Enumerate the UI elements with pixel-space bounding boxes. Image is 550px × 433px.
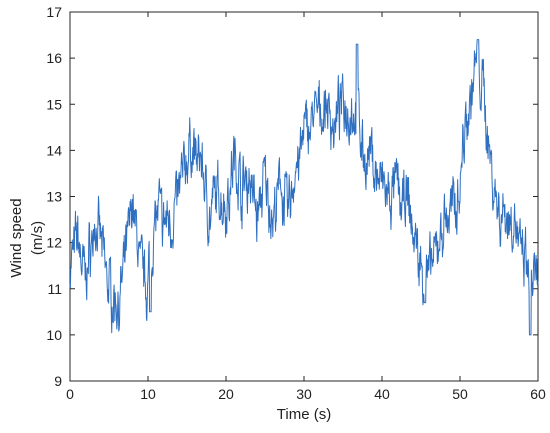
x-axis-label: Time (s) xyxy=(277,406,331,423)
y-tick-label: 13 xyxy=(46,189,62,205)
axis-ticks xyxy=(69,11,539,382)
x-tick-label: 20 xyxy=(218,386,234,402)
y-tick-label: 11 xyxy=(47,281,62,297)
y-tick-label: 9 xyxy=(54,373,62,389)
axis-tick-labels: 0 10 20 30 40 50 60 9 10 11 12 13 14 15 16 17 xyxy=(46,4,546,402)
x-tick-label: 0 xyxy=(66,386,74,402)
x-tick-label: 40 xyxy=(374,386,390,402)
wind-speed-series-line xyxy=(69,39,539,336)
y-tick-label: 10 xyxy=(46,327,62,343)
plot-area xyxy=(69,11,539,382)
y-axis-label-line-2: (m/s) xyxy=(29,221,46,255)
y-tick-label: 14 xyxy=(46,142,62,158)
y-tick-label: 12 xyxy=(46,235,62,251)
y-tick-label: 15 xyxy=(46,96,62,112)
y-axis-label: Wind speed (m/s) xyxy=(8,198,46,277)
y-tick-label: 16 xyxy=(46,50,62,66)
y-tick-label: 17 xyxy=(46,4,62,20)
x-tick-label: 10 xyxy=(140,386,156,402)
x-tick-label: 30 xyxy=(296,386,312,402)
x-tick-label: 50 xyxy=(452,386,468,402)
y-axis-label-line-1: Wind speed xyxy=(8,198,25,277)
series-layer xyxy=(69,39,539,336)
x-tick-label: 60 xyxy=(530,386,546,402)
